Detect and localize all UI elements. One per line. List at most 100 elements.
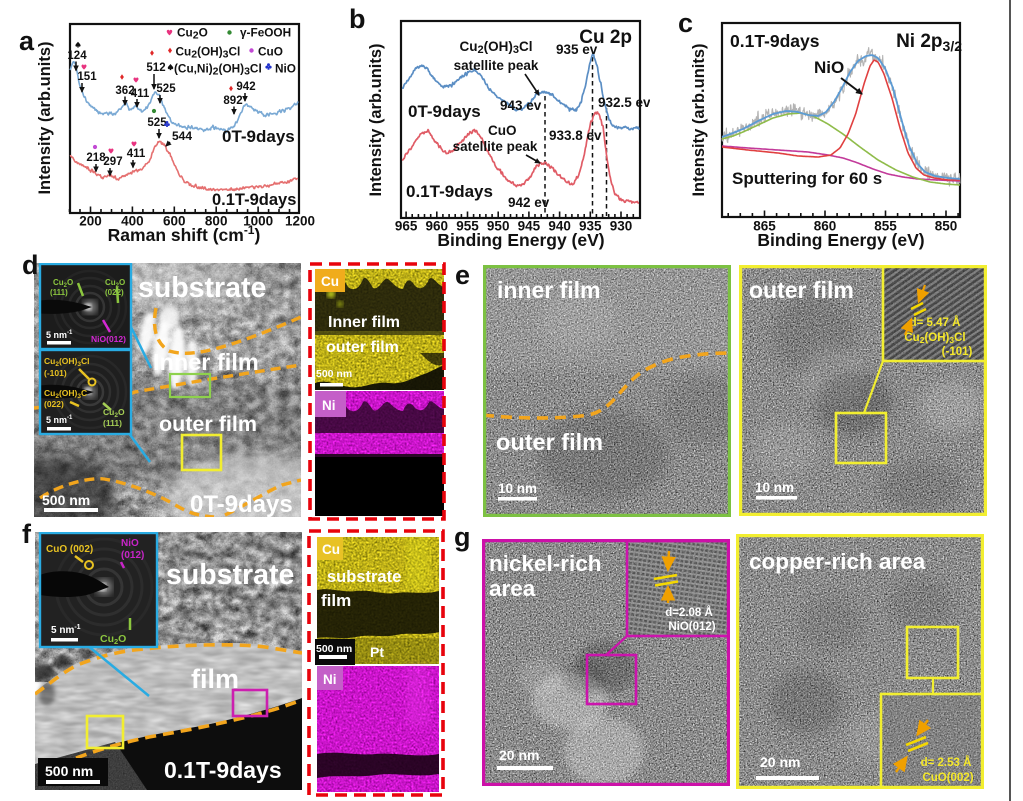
svg-text:600: 600 <box>163 214 186 229</box>
svg-text:Cu2(OH)3Cl: Cu2(OH)3Cl <box>176 45 241 61</box>
svg-text:Cu2O: Cu2O <box>105 278 125 289</box>
svg-text:500 nm: 500 nm <box>316 643 352 655</box>
svg-text:Ni: Ni <box>323 672 337 687</box>
svg-text:5 nm-1: 5 nm-1 <box>46 415 73 425</box>
svg-text:5 nm-1: 5 nm-1 <box>51 624 81 636</box>
svg-text:0.1T-9days: 0.1T-9days <box>406 182 493 201</box>
svg-text:CuO: CuO <box>258 45 283 59</box>
svg-text:855: 855 <box>874 219 897 234</box>
svg-text:outer film: outer film <box>326 339 399 356</box>
svg-text:20 nm: 20 nm <box>760 754 800 770</box>
svg-text:inner film: inner film <box>497 277 601 303</box>
svg-text:945: 945 <box>518 219 541 234</box>
svg-text:Cu2(OH)3Cl: Cu2(OH)3Cl <box>460 39 533 56</box>
svg-text:865: 865 <box>753 219 776 234</box>
svg-text:(111): (111) <box>50 288 68 297</box>
svg-text:NiO: NiO <box>275 62 296 76</box>
svg-text:Cu2(OH)3C: Cu2(OH)3C <box>44 388 87 400</box>
svg-text:CuO: CuO <box>488 123 517 138</box>
svg-text:151: 151 <box>77 71 97 83</box>
svg-text:d=2.08 Å: d=2.08 Å <box>665 606 713 619</box>
svg-text:satellite peak: satellite peak <box>454 58 539 73</box>
svg-text:(-101): (-101) <box>44 368 67 378</box>
svg-text:500 nm: 500 nm <box>42 492 90 508</box>
svg-text:943 ev: 943 ev <box>500 98 542 113</box>
svg-text:0T-9days: 0T-9days <box>222 127 295 146</box>
svg-text:CuO(002): CuO(002) <box>922 772 973 784</box>
svg-text:Binding Energy (eV): Binding Energy (eV) <box>757 230 924 250</box>
svg-text:(Cu,Ni)2(OH)3Cl: (Cu,Ni)2(OH)3Cl <box>174 62 262 78</box>
svg-text:substrate: substrate <box>327 568 401 586</box>
svg-text:NiO(012): NiO(012) <box>91 334 126 344</box>
svg-text:0.1T-9days: 0.1T-9days <box>730 31 820 51</box>
svg-text:copper-rich area: copper-rich area <box>749 549 926 574</box>
svg-text:Intensity (arb.units): Intensity (arb.units) <box>36 41 54 194</box>
svg-text:411: 411 <box>131 88 150 100</box>
svg-text:outer film: outer film <box>749 277 854 303</box>
svg-text:942 ev: 942 ev <box>508 195 550 210</box>
svg-text:Cu: Cu <box>322 542 340 557</box>
svg-text:400: 400 <box>121 214 144 229</box>
svg-text:1200: 1200 <box>285 214 315 229</box>
svg-text:965: 965 <box>395 219 418 234</box>
svg-text:d= 2.53 Å: d= 2.53 Å <box>921 756 972 769</box>
svg-text:substrate: substrate <box>166 559 294 591</box>
svg-text:Cu2O: Cu2O <box>53 278 73 289</box>
svg-text:297: 297 <box>103 156 122 168</box>
svg-text:5 nm-1: 5 nm-1 <box>46 330 73 340</box>
svg-text:500 nm: 500 nm <box>316 368 352 380</box>
svg-text:CuO (002): CuO (002) <box>46 544 93 555</box>
svg-text:940: 940 <box>548 219 571 234</box>
svg-text:Raman shift (cm-1): Raman shift (cm-1) <box>108 223 261 245</box>
svg-text:Intensity (arb.units): Intensity (arb.units) <box>690 43 708 196</box>
svg-text:Inner film: Inner film <box>153 349 259 375</box>
svg-text:860: 860 <box>814 219 837 234</box>
svg-text:Cu 2p: Cu 2p <box>579 27 632 48</box>
svg-text:800: 800 <box>205 214 228 229</box>
svg-text:10 nm: 10 nm <box>755 480 794 495</box>
svg-text:0.1T-9days: 0.1T-9days <box>212 191 296 209</box>
svg-text:(022): (022) <box>44 399 64 409</box>
svg-text:10 nm: 10 nm <box>498 481 537 496</box>
svg-text:film: film <box>191 664 239 694</box>
svg-text:Cu: Cu <box>321 274 339 289</box>
svg-text:Cu2O: Cu2O <box>177 26 208 42</box>
svg-text:0T-9days: 0T-9days <box>190 491 293 517</box>
svg-text:124: 124 <box>67 50 87 62</box>
svg-text:outer film: outer film <box>496 429 603 455</box>
svg-text:NiO: NiO <box>121 538 139 549</box>
svg-text:950: 950 <box>487 219 510 234</box>
svg-text:Pt: Pt <box>370 644 384 660</box>
svg-text:0.1T-9days: 0.1T-9days <box>164 757 282 783</box>
svg-text:Cu2(OH)3Cl: Cu2(OH)3Cl <box>44 356 90 368</box>
svg-text:Inner film: Inner film <box>328 314 400 331</box>
svg-text:0T-9days: 0T-9days <box>408 102 481 121</box>
svg-text:(-101): (-101) <box>942 346 973 358</box>
svg-text:satellite peak: satellite peak <box>453 139 538 154</box>
svg-text:544: 544 <box>172 129 192 143</box>
svg-text:942: 942 <box>236 81 255 93</box>
svg-text:NiO: NiO <box>814 58 844 77</box>
svg-text:(022): (022) <box>105 288 124 297</box>
svg-text:525: 525 <box>147 117 167 129</box>
svg-text:892: 892 <box>223 95 242 107</box>
svg-text:Intensity (arb.units): Intensity (arb.units) <box>367 43 385 196</box>
svg-text:substrate: substrate <box>138 272 266 304</box>
svg-text:film: film <box>321 591 351 610</box>
svg-text:932.5 ev: 932.5 ev <box>598 95 650 110</box>
svg-text:outer film: outer film <box>159 412 257 436</box>
svg-text:525: 525 <box>156 83 176 95</box>
svg-text:935 ev: 935 ev <box>556 42 598 57</box>
svg-text:Sputtering for 60 s: Sputtering for 60 s <box>732 169 882 188</box>
svg-text:20 nm: 20 nm <box>499 747 539 763</box>
svg-text:411: 411 <box>127 148 146 160</box>
svg-text:850: 850 <box>935 219 958 234</box>
svg-text:Cu2O: Cu2O <box>100 633 126 646</box>
svg-text:200: 200 <box>79 214 102 229</box>
svg-text:960: 960 <box>426 219 449 234</box>
svg-text:1000: 1000 <box>243 214 273 229</box>
svg-text:area: area <box>489 576 536 601</box>
svg-text:Ni 2p3/2: Ni 2p3/2 <box>896 31 962 54</box>
svg-text:512: 512 <box>146 62 165 74</box>
svg-text:NiO(012): NiO(012) <box>668 621 715 633</box>
